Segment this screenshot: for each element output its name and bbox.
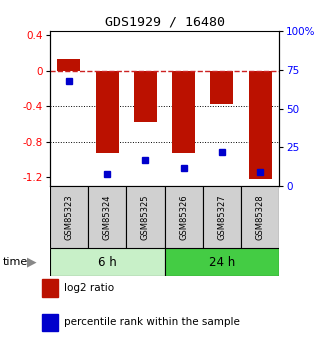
Bar — [203, 186, 241, 248]
Bar — [172, 71, 195, 154]
Bar — [249, 71, 272, 179]
Bar — [164, 248, 279, 276]
Text: GSM85324: GSM85324 — [103, 195, 112, 240]
Text: GSM85323: GSM85323 — [65, 195, 74, 240]
Text: percentile rank within the sample: percentile rank within the sample — [64, 317, 240, 327]
Text: time: time — [3, 257, 29, 267]
Text: 6 h: 6 h — [98, 256, 117, 269]
Bar — [134, 71, 157, 121]
Text: log2 ratio: log2 ratio — [64, 283, 114, 293]
Text: GSM85328: GSM85328 — [256, 195, 265, 240]
Text: GSM85326: GSM85326 — [179, 195, 188, 240]
Bar — [50, 248, 164, 276]
Bar — [42, 279, 58, 297]
Bar — [88, 186, 126, 248]
Bar — [50, 186, 88, 248]
Bar — [57, 59, 80, 71]
Bar — [42, 314, 58, 331]
Text: GSM85325: GSM85325 — [141, 195, 150, 240]
Bar — [164, 186, 203, 248]
Text: GSM85327: GSM85327 — [217, 195, 226, 240]
Title: GDS1929 / 16480: GDS1929 / 16480 — [105, 16, 224, 29]
Bar — [241, 186, 279, 248]
Bar — [126, 186, 164, 248]
Text: ▶: ▶ — [27, 256, 37, 269]
Bar — [96, 71, 119, 154]
Bar — [211, 71, 233, 104]
Text: 24 h: 24 h — [209, 256, 235, 269]
